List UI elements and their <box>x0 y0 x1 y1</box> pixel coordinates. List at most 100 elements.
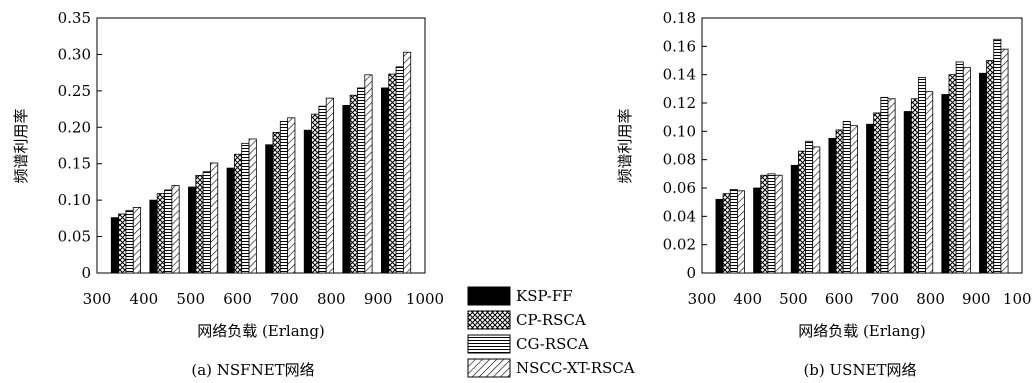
bar-cg-rsca <box>880 96 889 274</box>
bar-cg-rsca <box>729 189 738 274</box>
y-tick-label: 0.20 <box>58 118 91 136</box>
bar-ksp-ff <box>110 217 120 274</box>
bar-nscc-xt-rsca <box>248 138 257 274</box>
legend-swatch-ksp-ff <box>467 286 511 306</box>
bar-ksp-ff <box>790 164 799 274</box>
x-tick-label: 300 <box>83 290 112 308</box>
legend-label-cp-rsca: CP-RSCA <box>516 311 586 329</box>
y-tick-label: 0.04 <box>663 207 696 225</box>
y-tick-label: 0.18 <box>663 9 696 27</box>
legend-swatch-cg-rsca <box>467 334 511 354</box>
bar-nscc-xt-rsca <box>171 185 180 274</box>
bar-ksp-ff <box>903 111 912 274</box>
bar-ksp-ff <box>265 144 274 274</box>
bar-ksp-ff <box>342 105 351 274</box>
x-tick-label: 300 <box>688 290 717 308</box>
bar-ksp-ff <box>303 129 312 274</box>
bar-cg-rsca <box>993 38 1002 274</box>
bar-cp-rsca <box>835 129 844 274</box>
bar-cg-rsca <box>279 121 289 274</box>
bar-cg-rsca <box>767 173 776 274</box>
bar-cp-rsca <box>948 74 957 274</box>
bar-cg-rsca <box>164 189 173 274</box>
y-tick-label: 0.25 <box>58 82 91 100</box>
bar-cp-rsca <box>272 131 281 274</box>
bar-cp-rsca <box>760 174 769 274</box>
caption-nsfnet: (a) NSFNET网络 <box>191 361 314 379</box>
legend-label-nscc-xt-rsca: NSCC-XT-RSCA <box>516 359 635 377</box>
legend-item-ksp-ff: KSP-FF <box>467 286 573 306</box>
bar-cg-rsca <box>125 209 134 274</box>
bar-nscc-xt-rsca <box>325 97 334 274</box>
x-tick-label: 700 <box>270 290 299 308</box>
bar-nscc-xt-rsca <box>774 174 783 274</box>
y-tick-label: 0 <box>686 264 696 282</box>
legend-item-nscc-xt-rsca: NSCC-XT-RSCA <box>467 358 635 378</box>
ylabel-nsfnet: 频谱利用率 <box>12 108 30 183</box>
bar-cp-rsca <box>388 73 397 274</box>
caption-usnet: (b) USNET网络 <box>803 361 916 379</box>
bar-nscc-xt-rsca <box>849 125 858 274</box>
x-tick-label: 600 <box>825 290 854 308</box>
bar-cp-rsca <box>797 150 806 274</box>
bar-cp-rsca <box>349 94 358 274</box>
bar-nscc-xt-rsca <box>132 207 142 274</box>
bar-cg-rsca <box>395 66 404 274</box>
bar-cg-rsca <box>241 142 250 274</box>
legend-label-ksp-ff: KSP-FF <box>516 287 573 305</box>
x-tick-label: 700 <box>871 290 900 308</box>
ylabel-usnet: 频谱利用率 <box>616 108 634 183</box>
x-tick-label: 900 <box>364 290 393 308</box>
legend-swatch-nscc-xt-rsca <box>467 358 511 378</box>
x-tick-label: 400 <box>733 290 762 308</box>
bar-nscc-xt-rsca <box>887 98 896 274</box>
x-tick-label: 900 <box>962 290 991 308</box>
plot-area-usnet: 0 0.02 0.04 0.06 0.08 0.10 0.12 0.14 0.16 0.18 300… <box>663 9 1032 308</box>
y-tick-label: 0.12 <box>663 94 696 112</box>
bar-cg-rsca <box>202 171 211 274</box>
y-tick-label: 0.08 <box>663 151 696 169</box>
y-tick-label: 0.02 <box>663 236 696 254</box>
bar-nscc-xt-rsca <box>925 91 934 274</box>
bar-cp-rsca <box>873 112 882 274</box>
x-tick-label: 600 <box>223 290 252 308</box>
bar-ksp-ff <box>226 167 235 274</box>
bar-nscc-xt-rsca <box>287 117 296 274</box>
y-tick-label: 0.06 <box>663 179 696 197</box>
legend-item-cg-rsca: CG-RSCA <box>467 334 589 354</box>
chart-nsfnet: 0 0.05 0.10 0.15 0.20 0.25 0.30 0.35 300 400 500 60… <box>12 9 444 379</box>
bar-cp-rsca <box>195 174 204 274</box>
bar-cg-rsca <box>805 140 814 274</box>
bar-cp-rsca <box>118 213 127 274</box>
bar-cp-rsca <box>910 98 919 274</box>
y-tick-label: 0.10 <box>663 122 696 140</box>
x-tick-label: 800 <box>916 290 945 308</box>
xlabel-usnet: 网络负载 (Erlang) <box>798 322 926 340</box>
y-tick-label: 0.30 <box>58 45 91 63</box>
bar-cp-rsca <box>311 113 320 274</box>
bar-cg-rsca <box>318 105 327 274</box>
y-tick-label: 0 <box>81 264 91 282</box>
bar-cp-rsca <box>986 60 995 274</box>
bar-nscc-xt-rsca <box>812 146 821 274</box>
x-tick-label: 1000 <box>406 290 444 308</box>
bar-nscc-xt-rsca <box>962 67 971 274</box>
x-tick-label: 500 <box>176 290 205 308</box>
bar-ksp-ff <box>380 87 390 274</box>
bar-ksp-ff <box>828 138 837 274</box>
y-tick-label: 0.05 <box>58 228 91 246</box>
bar-nscc-xt-rsca <box>402 51 412 274</box>
bar-ksp-ff <box>866 123 875 274</box>
xlabel-nsfnet: 网络负载 (Erlang) <box>197 322 325 340</box>
bar-ksp-ff <box>715 198 724 274</box>
legend: KSP-FF CP-RSCA CG-RSCA NSCC-XT-RSCA <box>467 286 635 378</box>
bar-ksp-ff <box>979 72 988 274</box>
y-tick-label: 0.10 <box>58 191 91 209</box>
legend-swatch-cp-rsca <box>467 310 511 330</box>
y-tick-label: 0.15 <box>58 155 91 173</box>
bar-cp-rsca <box>233 153 243 274</box>
y-tick-label: 0.16 <box>663 37 696 55</box>
bar-cp-rsca <box>156 193 165 274</box>
legend-item-cp-rsca: CP-RSCA <box>467 310 586 330</box>
